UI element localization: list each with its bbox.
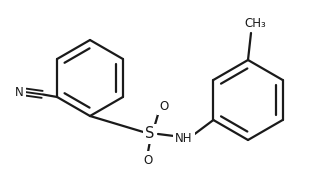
Text: O: O [143, 153, 153, 166]
Text: NH: NH [175, 132, 193, 145]
Text: S: S [145, 126, 155, 142]
Text: O: O [159, 100, 169, 113]
Text: N: N [14, 86, 24, 99]
Text: CH₃: CH₃ [244, 17, 266, 30]
